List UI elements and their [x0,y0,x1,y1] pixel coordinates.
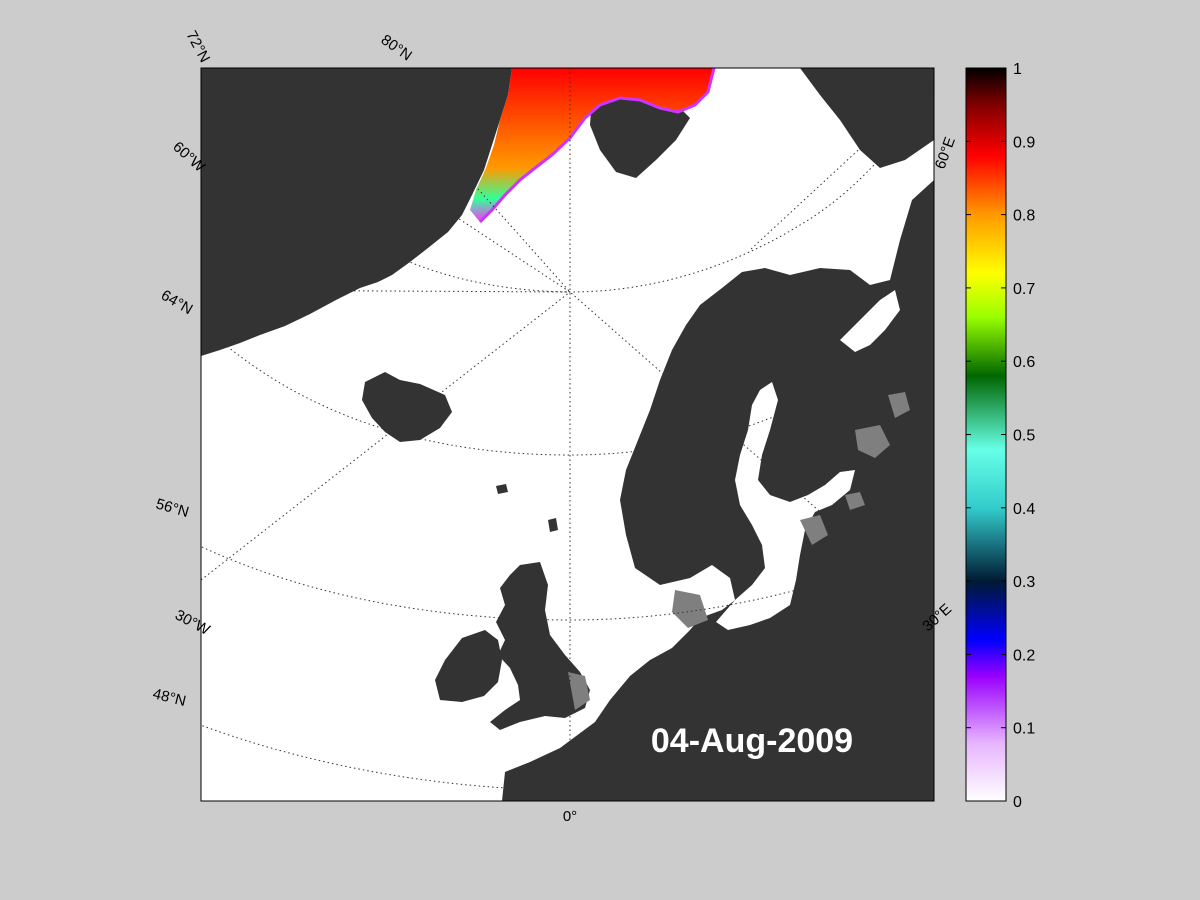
date-label: 04-Aug-2009 [651,722,853,760]
colorbar-tick-label: 0.6 [1013,354,1035,371]
masked-area [672,590,708,628]
greenland-landmass [201,68,512,356]
masked-area [800,515,828,545]
map-frame [200,67,935,802]
masked-area [845,492,865,510]
ice-edge [478,68,716,224]
canada-landmass [201,68,240,170]
shetland-islands [548,518,558,532]
lat-label-64n: 64°N [158,287,196,318]
ireland-landmass [435,630,502,702]
europe-landmass [502,180,934,801]
colorbar-tick-label: 0.7 [1013,281,1035,298]
graticule [201,68,934,801]
colorbar-tick-label: 0.8 [1013,208,1035,225]
colorbar-tick-label: 0.4 [1013,501,1035,518]
colorbar-scale [965,67,1007,802]
baltic-sea [716,382,855,630]
novaya-zemlya-landmass [800,68,934,168]
svalbard-landmass [590,90,690,178]
sea-ice-region [470,68,714,222]
colorbar-tick-label: 0.5 [1013,428,1035,445]
lat-label-72n: 72°N [182,28,213,66]
lon-label-60e: 60°E [932,135,959,172]
colorbar-tick-label: 0.9 [1013,134,1035,151]
colorbar-ticks: 0 0.1 0.2 0.3 0.4 0.5 0.6 0.7 0.8 0.9 1 [966,61,1035,811]
map-area: 04-Aug-2009 [201,68,934,801]
colorbar-tick-label: 0 [1013,794,1022,811]
masked-area [568,672,590,710]
lat-label-56n: 56°N [154,496,191,522]
colorbar: 0 0.1 0.2 0.3 0.4 0.5 0.6 0.7 0.8 0.9 1 [965,61,1035,811]
white-sea [840,290,900,352]
masked-area [888,392,910,418]
colorbar-tick-label: 1 [1013,61,1022,78]
colorbar-tick-label: 0.2 [1013,647,1035,664]
great-britain-landmass [490,562,590,730]
iceland-landmass [362,372,452,442]
colorbar-tick-label: 0.1 [1013,721,1035,738]
masked-area [855,425,890,458]
lon-label-80n: 80°N [378,31,415,64]
barents-coast-water [870,140,934,285]
colorbar-tick-label: 0.3 [1013,574,1035,591]
faroe-islands [496,484,508,494]
lon-label-0: 0° [563,808,577,825]
lat-label-48n: 48°N [151,685,188,710]
